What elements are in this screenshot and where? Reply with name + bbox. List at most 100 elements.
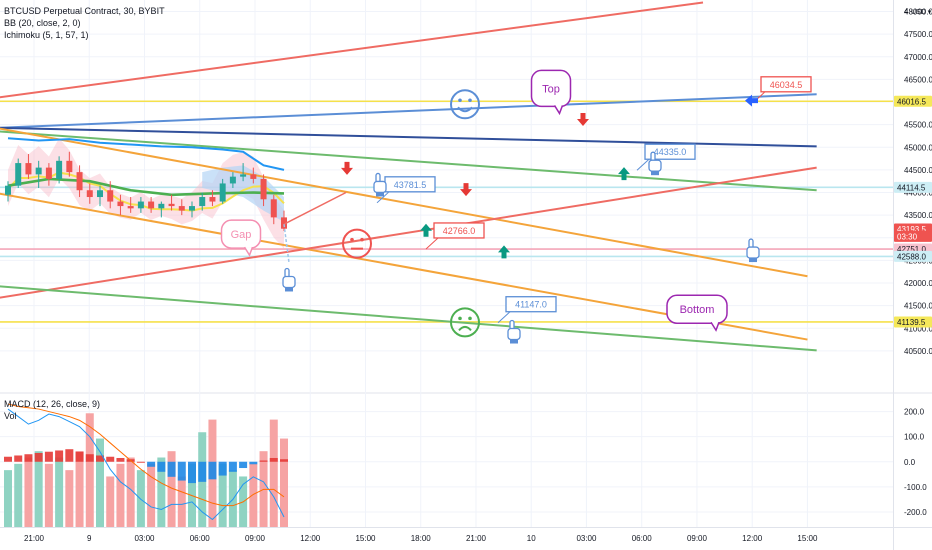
arrow-down-icon [460, 183, 472, 197]
volume-bar [249, 463, 258, 527]
price-tag-box [644, 143, 696, 160]
price-tick-label: 48000.0 [904, 8, 932, 17]
candle-body [97, 190, 103, 198]
volume-bar [14, 463, 23, 527]
smiley-neutral-icon [342, 228, 372, 259]
macd-histogram-bar [259, 460, 268, 462]
macd-histogram-bar [198, 461, 207, 482]
time-tick-label: 15:00 [797, 534, 818, 543]
callout-tail [243, 246, 254, 257]
hand-cuff [285, 287, 293, 292]
arrow-down-icon [577, 113, 589, 127]
time-tick-label: 12:00 [300, 534, 321, 543]
emoji-mouth [458, 325, 472, 332]
top-callout: Top [530, 69, 572, 116]
volume-bar [106, 476, 115, 527]
candle-body [137, 201, 144, 209]
arrow-up-icon [420, 223, 432, 237]
candle-body [189, 206, 195, 211]
trendline [0, 285, 817, 352]
volume-bar [280, 438, 288, 527]
price-tick-label: 42000.0 [904, 279, 932, 288]
price-labels: 46016.5 44114.5 43193.503:30 42751.042588.0… [894, 95, 932, 328]
volume-bar [96, 438, 104, 527]
price-tick-label: 40500.0 [904, 347, 932, 356]
time-tick-label: 03:00 [576, 534, 597, 543]
candle-body [281, 217, 287, 229]
hand-cuff [510, 339, 518, 344]
trendline [0, 130, 817, 192]
price-label-box [894, 95, 932, 107]
emoji-eye [360, 237, 364, 242]
candle-body [35, 167, 42, 175]
macd-histogram-bar [228, 461, 237, 472]
callout-text: Gap [231, 229, 252, 241]
candle-body [168, 203, 175, 207]
price-tick-label: 47000.0 [904, 53, 932, 62]
emoji-eye [458, 98, 462, 103]
emoji-eye [468, 316, 472, 321]
bottom-callout: Bottom [666, 294, 728, 332]
price-tag: 44335.0 [636, 143, 696, 171]
price-tick-label: 45000.0 [904, 143, 932, 152]
bb-indicator-label[interactable]: BB (20, close, 2, 0) [4, 18, 81, 28]
trendlines [0, 1, 817, 352]
smiley-happy-icon [450, 89, 480, 120]
volume-bar [75, 451, 84, 527]
time-tick-label: 06:00 [190, 534, 211, 543]
macd-histogram-bar [167, 461, 176, 477]
candle-body [45, 167, 52, 179]
price-label-text: 43193.5 [897, 225, 926, 234]
price-tag-text: 44335.0 [654, 147, 687, 157]
macd-line [7, 408, 285, 521]
candle-body [229, 176, 236, 184]
time-tick-label: 09:00 [245, 534, 266, 543]
price-tag-text: 43781.5 [394, 180, 427, 190]
hand-pointer-icon [746, 238, 760, 263]
candle-body [107, 190, 114, 202]
hand-palm [507, 327, 521, 341]
macd-indicator-label[interactable]: MACD (12, 26, close, 9) [4, 399, 101, 409]
volume-bar [147, 463, 156, 527]
volume-bar [136, 470, 145, 527]
price-tick-label: 43500.0 [904, 211, 932, 220]
callout-bubble [530, 69, 572, 108]
ichimoku-indicator-label[interactable]: Ichimoku (5, 1, 57, 1) [4, 30, 89, 40]
macd-histogram-bar [157, 461, 166, 472]
emoji-face [450, 307, 480, 338]
price-tag-pointer [376, 191, 390, 204]
macd-signal-line [7, 403, 285, 507]
price-tick-label: 46500.0 [904, 75, 932, 84]
volume-bar [44, 463, 53, 527]
trendline [0, 127, 808, 278]
price-label-box [894, 181, 932, 193]
annotations: Top Bottom Gap 46034.5 44335.0 43781.5 42766.0… [220, 69, 812, 344]
macd-histogram-bar [147, 461, 156, 467]
candle-body [219, 183, 226, 202]
macd-histogram-bar [75, 451, 84, 462]
macd-tick-label: 100.0 [904, 433, 925, 442]
price-label-text: 44114.5 [897, 183, 926, 192]
candle-body [5, 185, 11, 195]
macd-pane: 200.0 100.0 0.0 -100.0 -200.0 [0, 403, 927, 527]
volume-bar [177, 476, 186, 527]
arrow-up-icon [498, 245, 510, 259]
vol-indicator-label[interactable]: Vol [4, 411, 17, 421]
price-label-text: 46016.5 [897, 97, 926, 106]
volume-bar [4, 470, 12, 527]
symbol-title: BTCUSD Perpetual Contract, 30, BYBIT [4, 6, 165, 16]
ichimoku-cloud [8, 138, 284, 249]
callout-text: Top [542, 83, 560, 95]
price-tag-box [760, 76, 812, 93]
trendline [0, 166, 817, 299]
hand-palm [648, 159, 662, 172]
price-tick-label: 45500.0 [904, 121, 932, 130]
candle-body [127, 206, 134, 209]
candle-body [117, 201, 124, 207]
candle-body [260, 178, 267, 200]
time-tick-label: 9 [87, 534, 92, 543]
projection-line [283, 191, 347, 225]
macd-histogram-bar [55, 450, 64, 462]
volume-bar [55, 457, 64, 527]
